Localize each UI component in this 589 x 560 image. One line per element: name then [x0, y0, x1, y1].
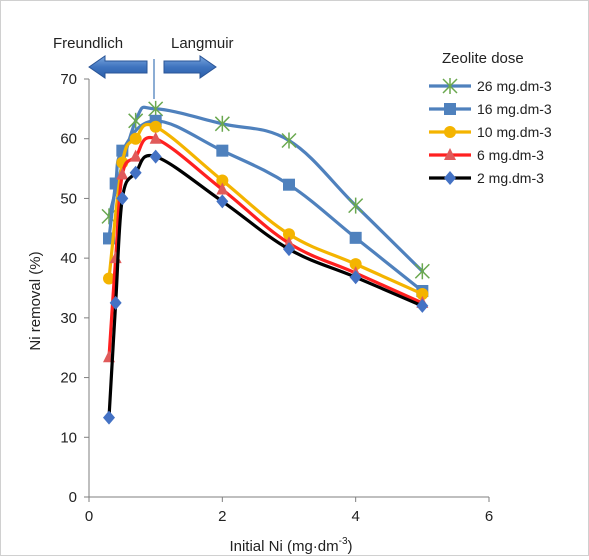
legend-swatch-marker — [444, 103, 456, 115]
legend: Zeolite dose 26 mg.dm-3 16 mg.dm-3 10 mg.d… — [429, 50, 552, 186]
data-point-2-mg — [149, 149, 162, 164]
data-point-2-mg — [283, 242, 295, 257]
y-tick-label: 0 — [69, 489, 77, 506]
legend-label: 10 mg.dm-3 — [477, 124, 552, 140]
x-tick-label: 0 — [85, 508, 93, 525]
series-26-mg — [101, 100, 430, 280]
x-axis-title: Initial Ni (mg·dm-3) — [229, 536, 352, 555]
data-point-6-mg — [216, 182, 229, 195]
data-point-16-mg — [283, 178, 295, 191]
x-tick-label: 2 — [218, 508, 226, 525]
y-tick-label: 60 — [60, 131, 77, 148]
data-point-10-mg — [149, 120, 162, 133]
x-axis-title-main: Initial Ni (mg·dm — [229, 538, 338, 555]
series-2-mg — [103, 149, 429, 425]
data-point-10-mg — [349, 258, 362, 271]
freundlich-label: Freundlich — [53, 35, 123, 52]
x-tick-label: 4 — [351, 508, 359, 525]
series-6-mg — [103, 131, 429, 363]
data-point-16-mg — [349, 231, 362, 244]
x-axis-title-superscript: -3 — [339, 536, 348, 547]
legend-item-6-mg: 6 mg.dm-3 — [429, 147, 544, 163]
legend-item-16-mg: 16 mg.dm-3 — [429, 101, 552, 117]
data-point-26-mg — [148, 100, 164, 117]
axes: 0 10 20 30 40 50 60 70 0 2 4 6 — [60, 71, 493, 525]
data-point-26-mg — [281, 132, 297, 149]
data-point-2-mg — [116, 191, 129, 206]
legend-swatch-marker — [444, 171, 456, 185]
data-point-2-mg — [416, 298, 429, 313]
y-tick-label: 10 — [60, 429, 77, 446]
legend-swatch-marker — [442, 78, 458, 94]
legend-title: Zeolite dose — [442, 50, 524, 67]
legend-item-2-mg: 2 mg.dm-3 — [429, 170, 544, 186]
data-point-2-mg — [129, 165, 142, 180]
data-point-2-mg — [109, 295, 122, 310]
data-point-26-mg — [214, 115, 230, 132]
y-tick-label: 40 — [60, 250, 77, 267]
data-point-10-mg — [103, 272, 115, 285]
y-tick-label: 50 — [60, 190, 77, 207]
data-point-10-mg — [416, 287, 429, 300]
y-tick-label: 30 — [60, 310, 77, 327]
data-point-10-mg — [129, 132, 142, 145]
data-point-6-mg — [149, 131, 162, 144]
data-series — [101, 100, 430, 425]
series-line-16-mg — [107, 119, 424, 293]
legend-label: 16 mg.dm-3 — [477, 101, 552, 117]
langmuir-label: Langmuir — [171, 35, 234, 52]
series-line-2-mg — [107, 153, 424, 420]
data-point-2-mg — [216, 194, 229, 209]
y-axis-title: Ni removal (%) — [27, 251, 44, 350]
data-point-6-mg — [129, 149, 142, 162]
data-point-6-mg — [116, 167, 129, 180]
langmuir-arrow — [163, 55, 217, 79]
legend-label: 26 mg.dm-3 — [477, 78, 552, 94]
legend-item-26-mg: 26 mg.dm-3 — [429, 78, 552, 94]
data-point-26-mg — [414, 263, 430, 280]
data-point-10-mg — [216, 174, 229, 187]
data-point-26-mg — [348, 197, 364, 214]
x-axis-title-close: ) — [348, 538, 353, 555]
y-tick-label: 70 — [60, 71, 77, 88]
data-point-16-mg — [216, 144, 229, 157]
legend-label: 2 mg.dm-3 — [477, 170, 544, 186]
data-point-2-mg — [349, 270, 362, 285]
annotations: Freundlich Langmuir — [53, 35, 234, 99]
x-tick-label: 6 — [485, 508, 493, 525]
y-tick-label: 20 — [60, 370, 77, 387]
freundlich-arrow — [88, 55, 148, 79]
legend-label: 6 mg.dm-3 — [477, 147, 544, 163]
series-10-mg — [103, 120, 429, 300]
legend-swatch-marker — [444, 148, 456, 160]
series-line-10-mg — [107, 122, 424, 296]
data-point-2-mg — [103, 410, 115, 425]
legend-swatch-marker — [444, 126, 456, 138]
legend-item-10-mg: 10 mg.dm-3 — [429, 124, 552, 140]
data-point-10-mg — [283, 228, 295, 241]
